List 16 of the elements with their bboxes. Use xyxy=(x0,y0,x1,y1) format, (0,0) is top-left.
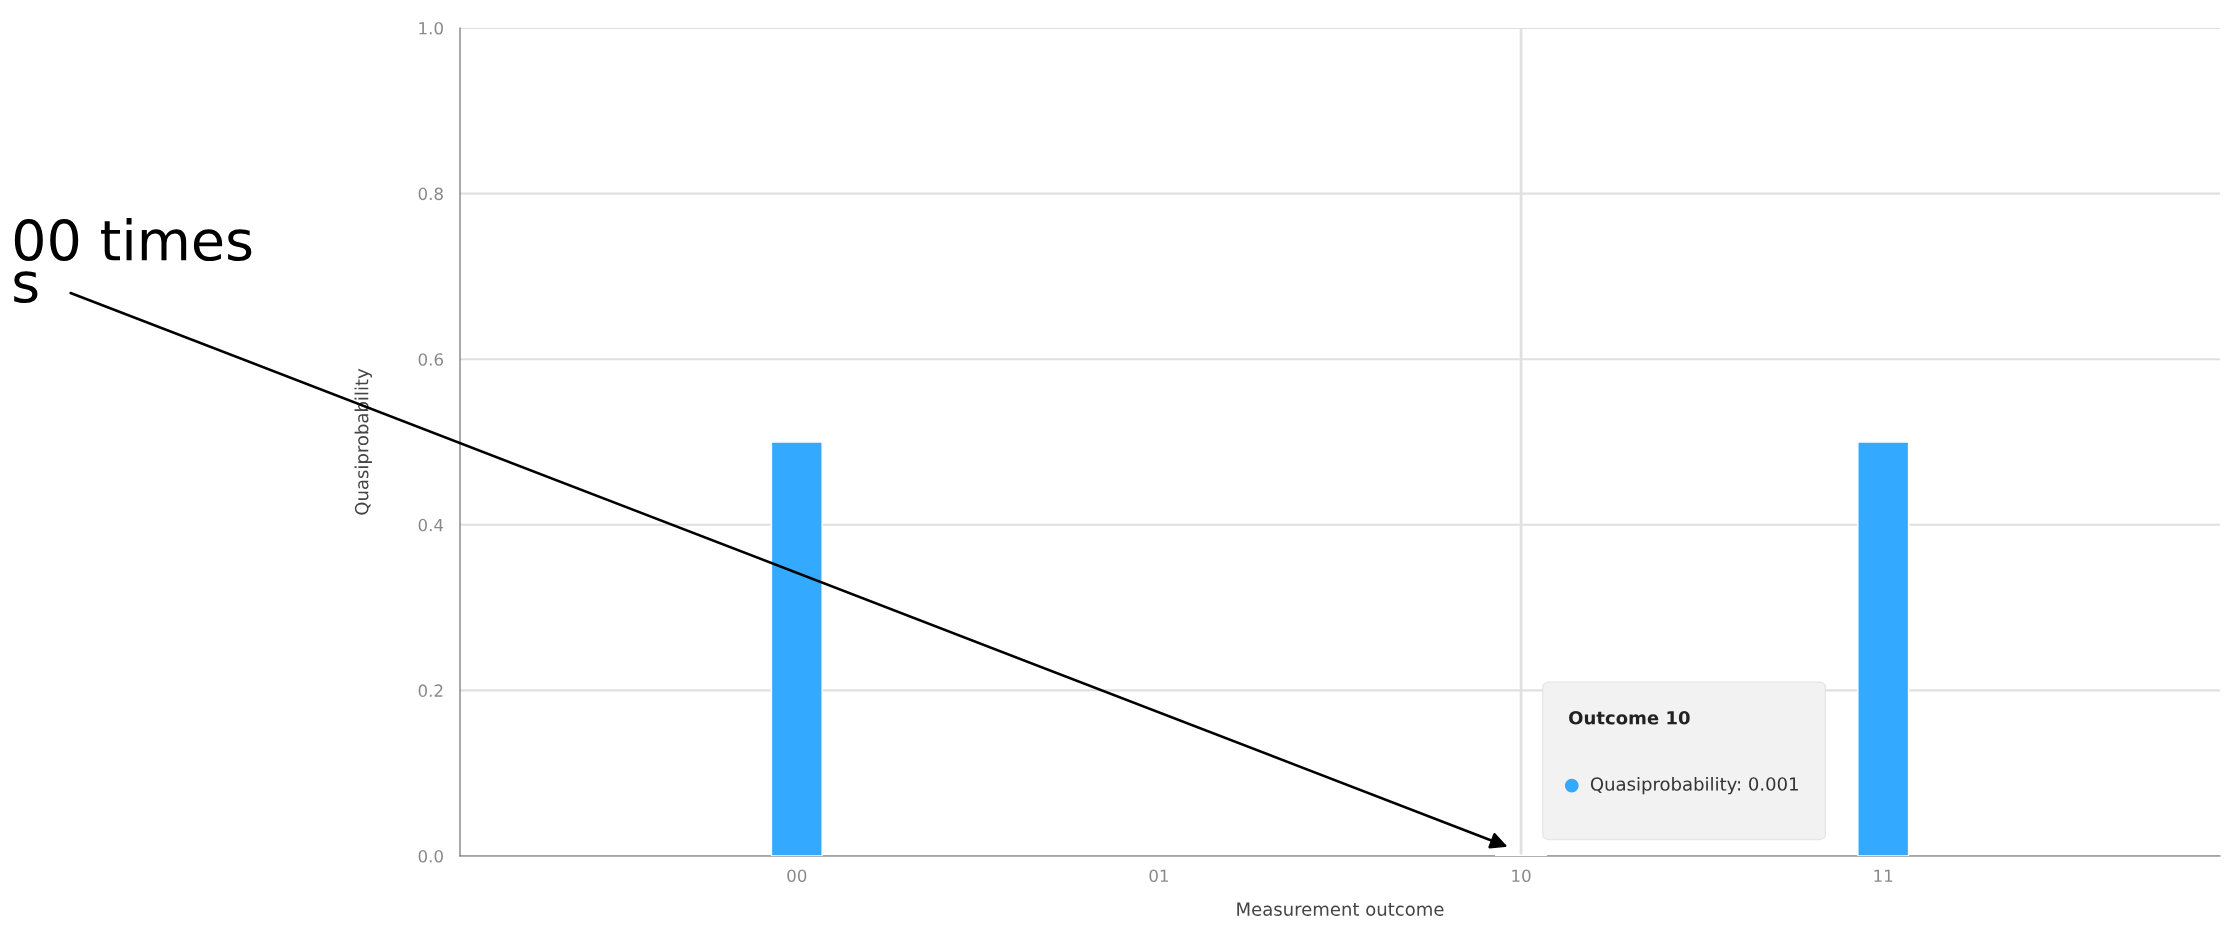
x-tick-label: 10 xyxy=(1512,869,1531,883)
y-tick-label: 1.0 xyxy=(419,21,443,35)
annotation: Quasiprobability: 0.001 xyxy=(1590,776,1798,795)
text: 00 times xyxy=(14,218,252,262)
y-tick-label: 0.2 xyxy=(418,684,443,697)
annotation: Outcome 10 xyxy=(1569,710,1690,725)
y-tick-label: 0.8 xyxy=(418,187,443,201)
y-axis-title: Quasiprobability xyxy=(354,368,372,515)
y-tick-label: 0.4 xyxy=(418,518,444,532)
x-tick-label: 11 xyxy=(1874,869,1893,882)
text: s xyxy=(14,271,38,304)
y-tick-label: 0.6 xyxy=(418,353,443,366)
x-tick-label: 00 xyxy=(787,869,807,883)
y-tick-label: 0.0 xyxy=(418,849,443,863)
x-axis-title: Measurement outcome xyxy=(1237,902,1444,916)
x-tick-label: 01 xyxy=(1149,869,1168,883)
